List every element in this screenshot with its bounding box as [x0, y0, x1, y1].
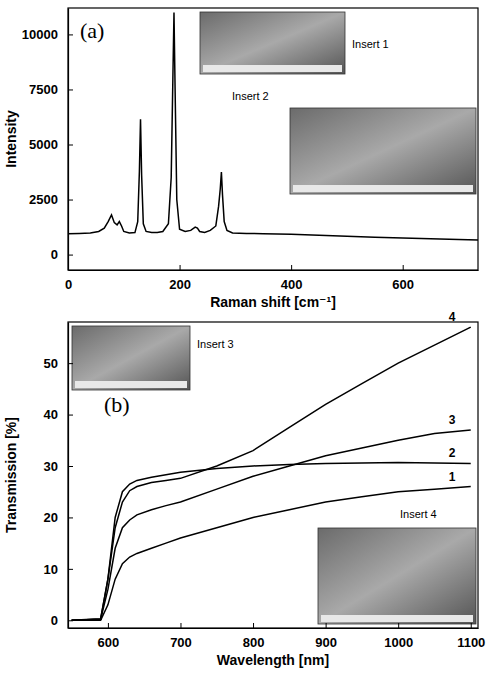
tick: 1100 — [457, 623, 485, 650]
tick-label: 600 — [392, 277, 414, 292]
tick-label: 10 — [44, 562, 58, 577]
tick-mark — [291, 265, 292, 270]
tick-label: 20 — [44, 510, 58, 525]
insert-label: Insert 4 — [400, 508, 437, 520]
insert-label: Insert 2 — [232, 90, 269, 102]
tick: 0 — [51, 613, 73, 628]
tick: 900 — [315, 623, 337, 650]
tick: 600 — [392, 265, 414, 292]
tick-label: 1100 — [457, 635, 485, 650]
tick: 700 — [170, 623, 192, 650]
insert-label: Insert 1 — [352, 38, 389, 50]
x-axis: 0 200 400 600 — [65, 265, 479, 292]
tick-label: 600 — [98, 635, 120, 650]
insert-scale-bar — [75, 381, 187, 388]
insert-scale-bar — [203, 65, 342, 72]
insert-scale-bar — [321, 615, 473, 622]
tick-label: 700 — [170, 635, 192, 650]
data-line — [68, 12, 478, 240]
tick-mark — [68, 415, 73, 416]
insert-image — [72, 326, 190, 390]
curve-label: 2 — [449, 446, 456, 460]
tick: 800 — [243, 623, 265, 650]
tick-mark — [68, 363, 73, 364]
curve-label: 1 — [449, 470, 456, 484]
x-axis-title: Wavelength [nm] — [217, 652, 329, 668]
axis-line — [68, 9, 69, 271]
tick-mark — [68, 517, 73, 518]
tick-mark — [68, 200, 73, 201]
y-axis: 0 2500 5000 7500 10000 — [22, 9, 73, 271]
tick: 0 — [51, 247, 73, 262]
tick: 10 — [44, 562, 73, 577]
tick-mark — [68, 255, 73, 256]
insert-label: Insert 3 — [197, 338, 234, 350]
tick-label: 30 — [44, 459, 58, 474]
tick-label: 200 — [169, 277, 191, 292]
curve-label: 3 — [449, 413, 456, 427]
tick-mark — [108, 623, 109, 628]
tick: 600 — [98, 623, 120, 650]
tick: 7500 — [29, 82, 73, 97]
tick: 2500 — [29, 192, 73, 207]
tick-label: 0 — [51, 613, 58, 628]
axis-line — [69, 628, 479, 629]
panel-label: (a) — [80, 18, 104, 43]
tick-mark — [398, 623, 399, 628]
tick: 50 — [44, 356, 73, 371]
tick: 1000 — [384, 623, 413, 650]
tick-mark — [253, 623, 254, 628]
tick-label: 400 — [281, 277, 303, 292]
lines — [68, 12, 478, 240]
tick-mark — [68, 145, 73, 146]
tick-mark — [180, 265, 181, 270]
tick-label: 40 — [44, 407, 58, 422]
tick-mark — [471, 623, 472, 628]
tick: 200 — [169, 265, 191, 292]
y-axis: 0 10 20 30 40 50 — [44, 323, 73, 629]
tick-mark — [68, 620, 73, 621]
insert-image — [200, 12, 345, 74]
tick-label: 7500 — [29, 82, 58, 97]
tick: 20 — [44, 510, 73, 525]
tick-mark — [326, 623, 327, 628]
axis-line — [69, 270, 479, 271]
tick-mark — [68, 466, 73, 467]
tick-label: 50 — [44, 356, 58, 371]
tick-label: 1000 — [384, 635, 413, 650]
x-axis-title: Raman shift [cm⁻¹] — [210, 294, 336, 310]
axis-line — [68, 323, 69, 629]
insert-scale-bar — [293, 185, 473, 192]
panel: Insert 1 Insert 2 0 200 400 600 0 2500 5000 7500 1… — [3, 8, 479, 310]
figure: Insert 1Insert 2020040060002500500075001… — [0, 0, 489, 681]
y-axis-title: Intensity — [3, 110, 19, 168]
x-axis: 600 700 800 900 1000 1100 — [69, 623, 486, 650]
plot-frame — [68, 322, 478, 628]
tick-label: 0 — [65, 277, 72, 292]
tick-mark — [180, 623, 181, 628]
y-axis-title: Transmission [%] — [3, 417, 19, 533]
tick-label: 0 — [51, 247, 58, 262]
tick-label: 800 — [243, 635, 265, 650]
tick: 5000 — [29, 137, 73, 152]
insert-image — [318, 528, 476, 624]
curve-label: 4 — [449, 310, 456, 324]
tick-label: 10000 — [22, 27, 58, 42]
tick: 40 — [44, 407, 73, 422]
insert-image — [290, 108, 476, 194]
panel-label: (b) — [104, 392, 130, 417]
tick-mark — [68, 34, 73, 35]
tick: 10000 — [22, 27, 73, 42]
tick-mark — [403, 265, 404, 270]
tick-label: 2500 — [29, 192, 58, 207]
tick-mark — [68, 89, 73, 90]
tick: 400 — [281, 265, 303, 292]
tick: 30 — [44, 459, 73, 474]
tick-label: 5000 — [29, 137, 58, 152]
tick-label: 900 — [315, 635, 337, 650]
panel: Insert 3 Insert 4 600 700 800 900 1000 1100 0 10 2… — [3, 310, 485, 668]
tick-mark — [68, 569, 73, 570]
plot-frame — [68, 8, 478, 270]
